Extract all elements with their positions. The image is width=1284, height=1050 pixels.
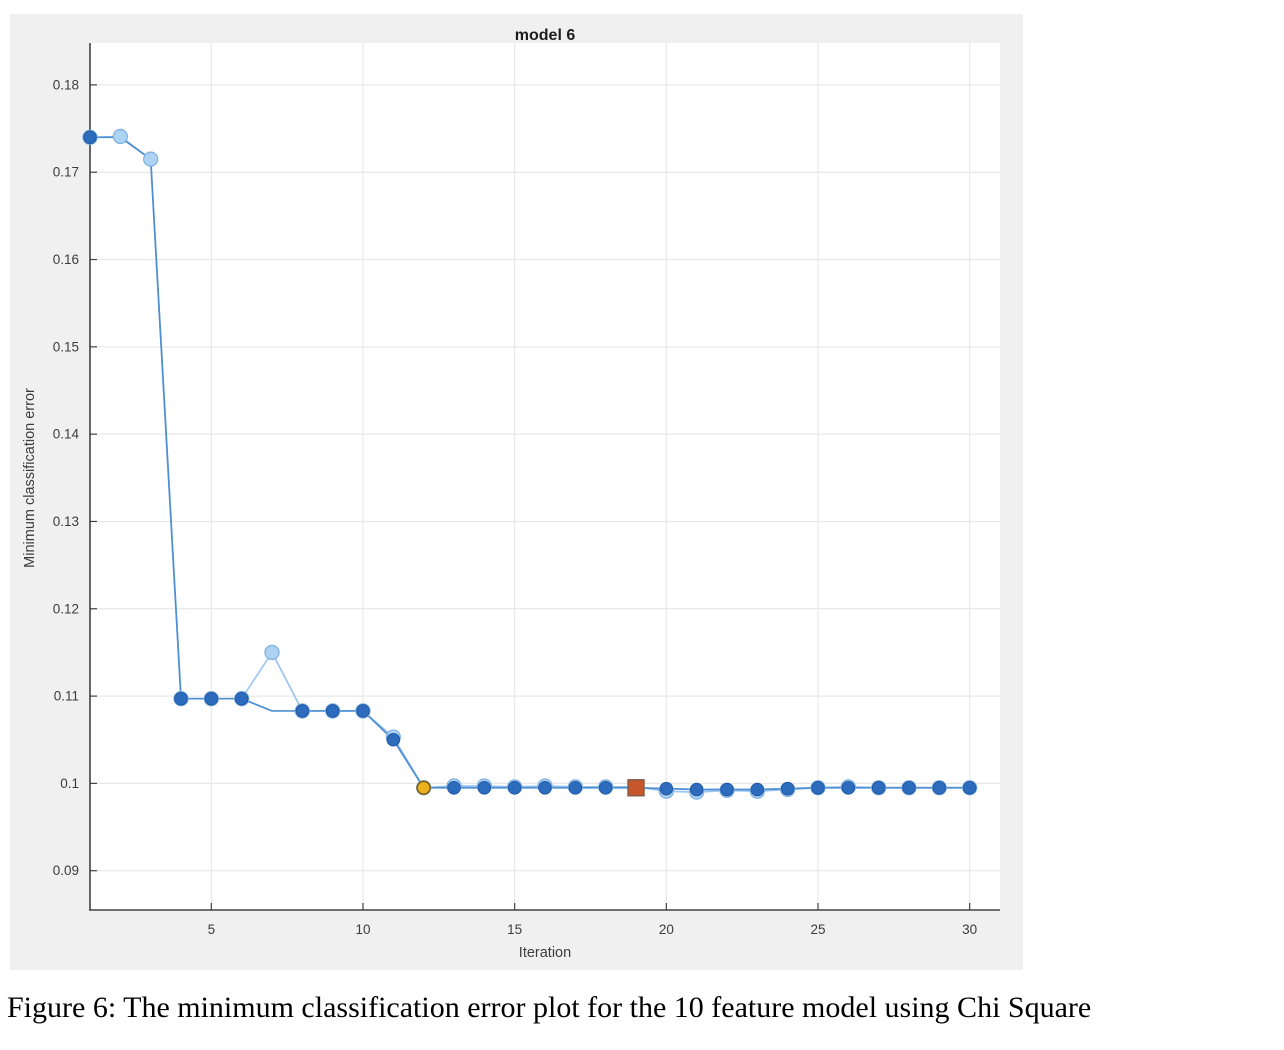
observed-data-point xyxy=(447,780,461,795)
observed-data-point xyxy=(234,691,249,706)
y-tick-label: 0.15 xyxy=(53,339,79,354)
observed-data-point xyxy=(356,704,370,718)
estimated-data-point xyxy=(264,644,280,661)
y-tick-label: 0.11 xyxy=(54,689,79,704)
observed-data-point xyxy=(204,691,219,706)
estimated-data-point xyxy=(112,128,128,145)
observed-data-point xyxy=(325,704,340,718)
x-tick-label: 15 xyxy=(507,922,522,937)
observed-data-point xyxy=(962,780,977,795)
observed-data-point xyxy=(841,780,856,795)
observed-data-point xyxy=(750,782,765,797)
observed-data-point xyxy=(568,780,583,795)
x-axis-label: Iteration xyxy=(518,945,572,961)
observed-data-point xyxy=(689,782,704,797)
y-tick-label: 0.13 xyxy=(53,514,79,529)
observed-data-point xyxy=(932,780,947,795)
best-point-hyperparameters-marker xyxy=(627,779,645,797)
estimated-data-point xyxy=(143,151,159,167)
x-tick-label: 20 xyxy=(659,922,674,937)
observed-data-point xyxy=(295,704,310,718)
observed-data-point xyxy=(811,780,825,795)
plot-area xyxy=(90,43,1000,910)
observed-data-point xyxy=(780,781,795,796)
observed-data-point xyxy=(538,780,552,795)
y-tick-label: 0.18 xyxy=(53,77,79,92)
observed-data-point xyxy=(83,130,97,145)
y-tick-label: 0.17 xyxy=(53,165,79,180)
observed-data-point xyxy=(871,780,886,795)
observed-data-point xyxy=(386,732,401,747)
observed-data-point xyxy=(598,780,613,795)
y-tick-label: 0.12 xyxy=(53,601,79,616)
observed-data-point xyxy=(174,691,188,706)
figure-caption: Figure 6: The minimum classification err… xyxy=(7,991,1092,1024)
chart-canvas: 5 10 15 20 25 30 0.09 0.1 0.11 0.12 0.13 0.14 0.15 0.… xyxy=(53,43,1000,937)
x-tick-label: 10 xyxy=(355,922,370,937)
figure-6-plot: 5 10 15 20 25 30 0.09 0.1 0.11 0.12 0.13 0.14 0.15 0.… xyxy=(10,14,1023,970)
x-tick-label: 5 xyxy=(208,922,216,937)
observed-data-point xyxy=(477,780,492,795)
y-tick-label: 0.1 xyxy=(60,776,79,791)
y-tick-label: 0.16 xyxy=(53,252,79,267)
y-tick-label: 0.09 xyxy=(53,863,79,878)
x-tick-label: 25 xyxy=(810,922,825,937)
observed-data-point xyxy=(902,780,916,795)
min-error-hyperparameters-point xyxy=(416,780,431,796)
y-axis-label: Minimum classification error xyxy=(22,388,38,568)
chart-title: model 6 xyxy=(514,27,576,44)
observed-data-point xyxy=(507,780,522,795)
observed-data-point xyxy=(720,782,734,797)
x-tick-label: 30 xyxy=(962,922,977,937)
y-tick-label: 0.14 xyxy=(53,427,80,442)
observed-data-point xyxy=(659,781,674,796)
